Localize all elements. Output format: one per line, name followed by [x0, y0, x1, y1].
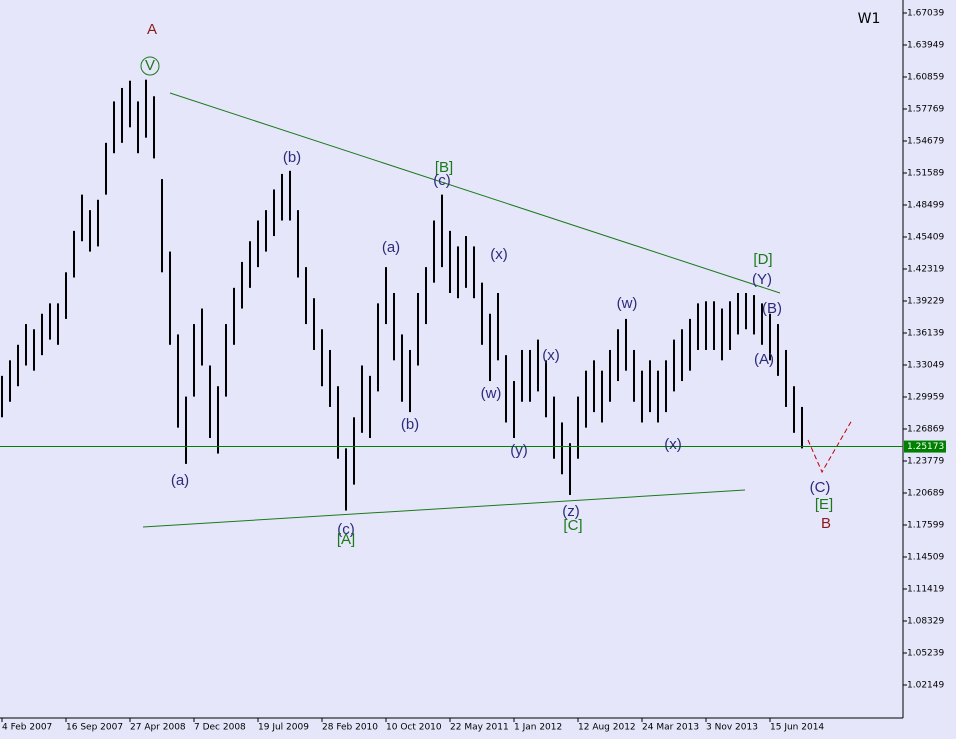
y-tick-label: 1.67039 — [907, 8, 944, 18]
y-tick-label: 1.36139 — [907, 328, 944, 338]
x-tick-label: 19 Jul 2009 — [258, 723, 309, 733]
y-tick-label: 1.20689 — [907, 488, 944, 498]
y-tick-label: 1.57769 — [907, 104, 944, 114]
y-tick-label: 1.14509 — [907, 552, 944, 562]
x-tick-label: 24 Mar 2013 — [642, 723, 699, 733]
y-tick-label: 1.29959 — [907, 392, 944, 402]
y-tick-label: 1.48499 — [907, 200, 944, 210]
wave-label: [D] — [753, 251, 772, 268]
y-tick-label: 1.05239 — [907, 648, 944, 658]
x-tick-label: 12 Aug 2012 — [578, 723, 636, 733]
y-tick-label: 1.26869 — [907, 424, 944, 434]
wave-label: [A] — [337, 531, 355, 548]
y-tick-label: 1.23779 — [907, 456, 944, 466]
x-tick-label: 28 Feb 2010 — [322, 723, 378, 733]
wave-label: (x) — [664, 436, 682, 453]
y-tick-label: 1.33049 — [907, 360, 944, 370]
wave-label: (c) — [433, 172, 451, 189]
y-tick-label: 1.45409 — [907, 232, 944, 242]
x-tick-label: 22 May 2011 — [450, 723, 509, 733]
lower-trendline — [142, 489, 746, 528]
wave-label: (y) — [510, 442, 528, 459]
x-tick-label: 15 Jun 2014 — [770, 723, 824, 733]
wave-label: (a) — [171, 472, 189, 489]
wave-label: V — [145, 57, 155, 74]
wave-label: (Y) — [752, 271, 772, 288]
current-price-box — [904, 440, 946, 453]
y-tick-label: 1.02149 — [907, 680, 944, 690]
y-tick-label: 1.42319 — [907, 264, 944, 274]
wave-label: (w) — [481, 385, 502, 402]
y-tick-label: 1.60859 — [907, 72, 944, 82]
y-tick-label: 1.54679 — [907, 136, 944, 146]
wave-label: [C] — [563, 517, 582, 534]
wave-label: [E] — [815, 496, 833, 513]
x-tick-label: 10 Oct 2010 — [386, 723, 442, 733]
x-tick-label: 4 Feb 2007 — [2, 723, 52, 733]
wave-label: (A) — [754, 351, 774, 368]
wave-label: (b) — [401, 416, 419, 433]
y-tick-label: 1.39229 — [907, 296, 944, 306]
x-tick-label: 27 Apr 2008 — [130, 723, 186, 733]
x-tick-label: 16 Sep 2007 — [66, 723, 123, 733]
projection — [807, 419, 853, 474]
wave-label: (C) — [810, 479, 831, 496]
y-tick-label: 1.51589 — [907, 168, 944, 178]
x-tick-label: 7 Dec 2008 — [194, 723, 246, 733]
wave-label: (z) — [562, 503, 580, 520]
x-tick-label: 3 Nov 2013 — [706, 723, 758, 733]
wave-label: (x) — [490, 246, 508, 263]
upper-trendline — [169, 92, 781, 294]
x-tick-label: 1 Jan 2012 — [514, 723, 562, 733]
y-tick-label: 1.17599 — [907, 520, 944, 530]
wave-label: B — [821, 515, 831, 532]
wave-label: (w) — [617, 295, 638, 312]
timeframe: W1 — [858, 11, 881, 27]
y-tick-label: 1.08329 — [907, 616, 944, 626]
wave-circle — [140, 56, 160, 76]
current-price-label: 1.25173 — [907, 442, 944, 452]
wave-label: [B] — [435, 159, 453, 176]
wave-label: (B) — [762, 300, 782, 317]
wave-label: (b) — [283, 149, 301, 166]
wave-label: A — [147, 21, 157, 38]
y-tick-label: 1.11419 — [907, 584, 944, 594]
wave-label: (c) — [337, 521, 355, 538]
y-tick-label: 1.63949 — [907, 40, 944, 50]
wave-label: (a) — [382, 239, 400, 256]
wave-label: (x) — [542, 347, 560, 364]
